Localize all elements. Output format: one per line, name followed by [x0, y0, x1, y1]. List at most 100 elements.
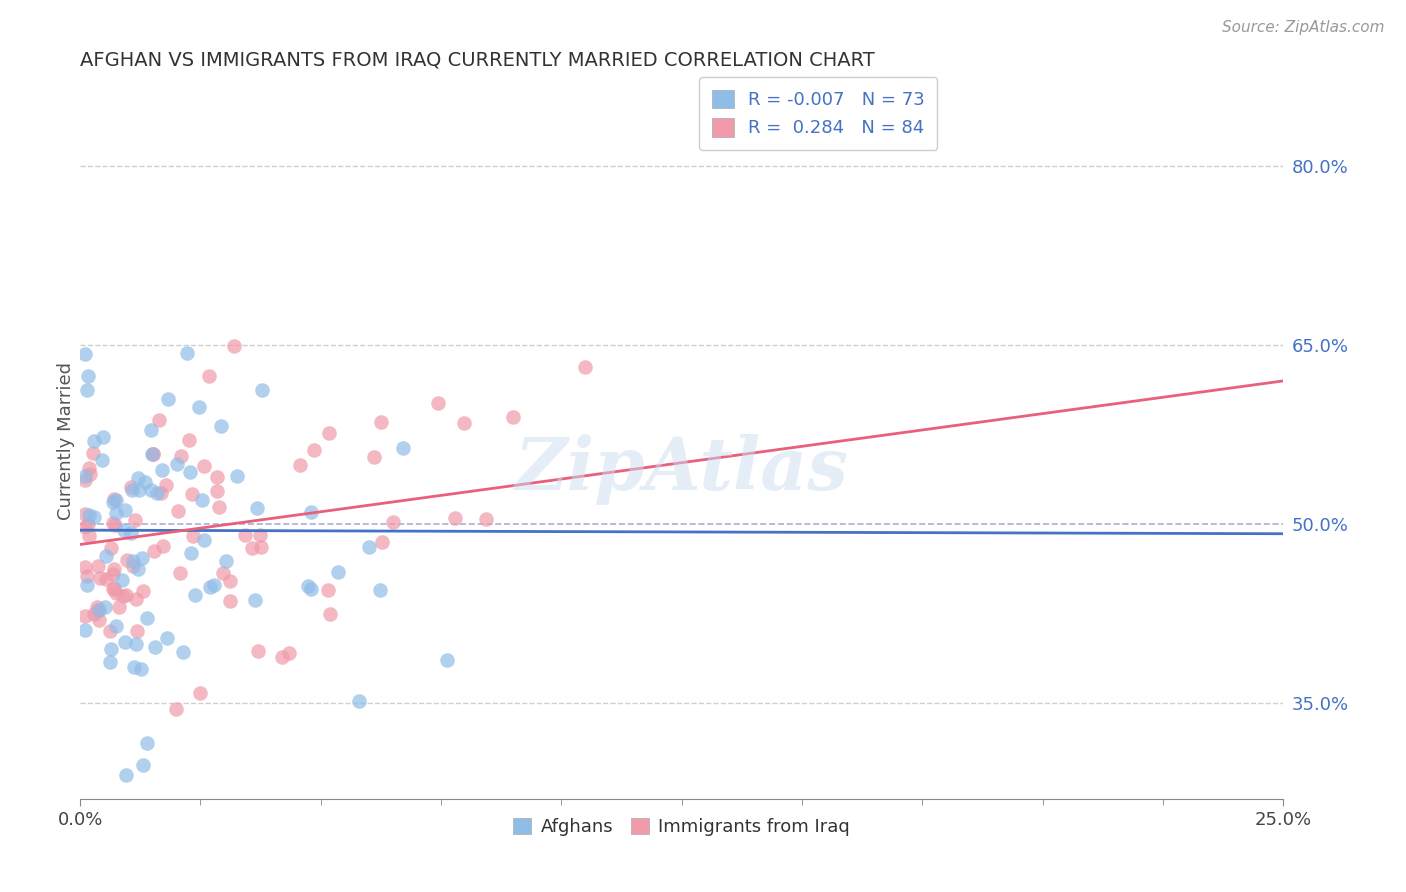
- Point: [122, 558, 145, 573]
- Point: [128, 483, 150, 497]
- Point: [193, 458, 215, 473]
- Point: [152, 540, 174, 554]
- Point: [240, 541, 263, 556]
- Point: [270, 649, 292, 664]
- Point: [191, 492, 214, 507]
- Point: [167, 504, 190, 518]
- Point: [73, 559, 96, 574]
- Point: [120, 480, 142, 494]
- Point: [131, 583, 153, 598]
- Point: [382, 515, 405, 529]
- Point: [165, 701, 187, 715]
- Point: [233, 528, 256, 542]
- Point: [215, 553, 238, 567]
- Point: [155, 477, 177, 491]
- Text: AFGHAN VS IMMIGRANTS FROM IRAQ CURRENTLY MARRIED CORRELATION CHART: AFGHAN VS IMMIGRANTS FROM IRAQ CURRENTLY…: [80, 51, 875, 70]
- Point: [136, 611, 159, 625]
- Text: ZipAtlas: ZipAtlas: [515, 434, 849, 505]
- Point: [208, 500, 231, 515]
- Point: [125, 592, 148, 607]
- Point: [108, 600, 131, 615]
- Point: [475, 512, 498, 526]
- Point: [103, 562, 125, 576]
- Point: [127, 562, 149, 576]
- Point: [436, 653, 458, 667]
- Point: [574, 359, 596, 374]
- Point: [188, 400, 211, 414]
- Point: [83, 607, 105, 622]
- Point: [143, 640, 166, 654]
- Point: [142, 447, 165, 461]
- Point: [87, 613, 110, 627]
- Point: [142, 446, 165, 460]
- Point: [76, 369, 98, 384]
- Point: [77, 461, 100, 475]
- Point: [94, 549, 117, 564]
- Point: [172, 645, 194, 659]
- Point: [246, 500, 269, 515]
- Point: [91, 453, 114, 467]
- Point: [73, 469, 96, 483]
- Point: [145, 485, 167, 500]
- Point: [104, 506, 127, 520]
- Point: [131, 757, 153, 772]
- Point: [79, 467, 101, 481]
- Point: [368, 583, 391, 598]
- Point: [318, 426, 340, 441]
- Point: [115, 587, 138, 601]
- Point: [127, 624, 149, 638]
- Point: [77, 517, 100, 532]
- Point: [141, 446, 163, 460]
- Point: [301, 505, 323, 519]
- Point: [179, 465, 201, 479]
- Point: [502, 409, 524, 424]
- Point: [94, 599, 117, 614]
- Point: [135, 736, 157, 750]
- Point: [150, 463, 173, 477]
- Point: [245, 593, 267, 607]
- Point: [114, 635, 136, 649]
- Point: [120, 525, 142, 540]
- Point: [103, 492, 125, 507]
- Point: [111, 589, 134, 603]
- Point: [73, 623, 96, 637]
- Point: [141, 423, 163, 437]
- Point: [76, 578, 98, 592]
- Point: [79, 508, 101, 523]
- Point: [181, 529, 204, 543]
- Point: [101, 495, 124, 509]
- Point: [117, 553, 139, 567]
- Point: [75, 347, 97, 361]
- Point: [82, 445, 104, 459]
- Legend: Afghans, Immigrants from Iraq: Afghans, Immigrants from Iraq: [506, 811, 858, 844]
- Point: [87, 559, 110, 574]
- Point: [105, 492, 128, 507]
- Point: [142, 543, 165, 558]
- Point: [290, 458, 312, 472]
- Point: [73, 519, 96, 533]
- Point: [177, 434, 200, 448]
- Point: [370, 415, 392, 429]
- Point: [76, 569, 98, 583]
- Point: [124, 637, 146, 651]
- Point: [103, 581, 125, 595]
- Point: [299, 582, 322, 596]
- Point: [148, 412, 170, 426]
- Point: [155, 631, 177, 645]
- Point: [91, 429, 114, 443]
- Point: [131, 551, 153, 566]
- Point: [100, 541, 122, 556]
- Point: [111, 574, 134, 588]
- Point: [73, 473, 96, 487]
- Point: [319, 607, 342, 622]
- Point: [225, 469, 247, 483]
- Point: [218, 574, 240, 588]
- Point: [209, 418, 232, 433]
- Point: [184, 588, 207, 602]
- Point: [73, 507, 96, 521]
- Point: [188, 686, 211, 700]
- Point: [198, 580, 221, 594]
- Point: [94, 573, 117, 587]
- Point: [86, 599, 108, 614]
- Point: [141, 483, 163, 498]
